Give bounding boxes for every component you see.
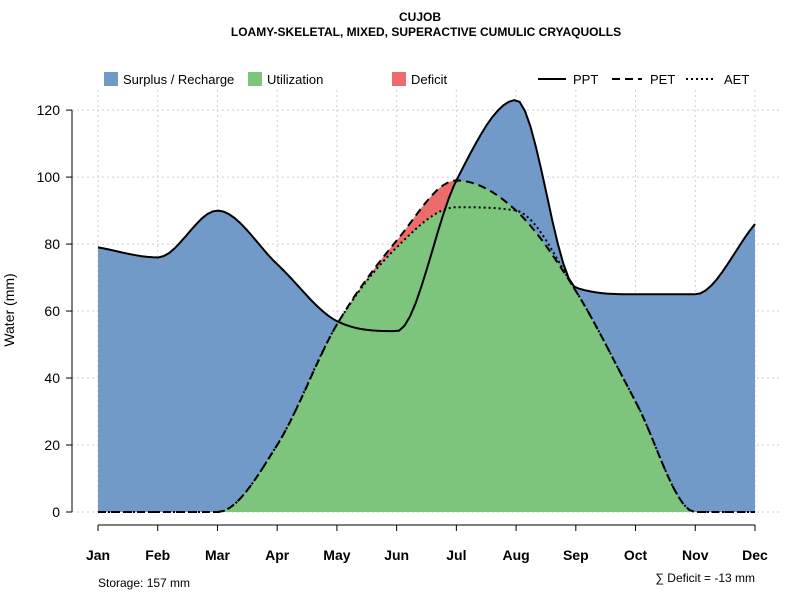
- legend-label-deficit: Deficit: [411, 72, 448, 87]
- storage-note: Storage: 157 mm: [98, 576, 190, 590]
- x-tick-label: Aug: [502, 547, 529, 563]
- axes: 0 20 40 60 80 100 120 Jan Feb Mar Apr May Jun Jul Aug S…: [37, 102, 768, 563]
- utilization-area: [98, 180, 755, 512]
- x-tick-label: Apr: [265, 547, 290, 563]
- area-layer: [98, 100, 755, 512]
- legend-label-utilization: Utilization: [267, 72, 323, 87]
- y-tick-label: 120: [37, 102, 61, 118]
- legend-swatch-deficit: [392, 72, 406, 86]
- line-layer: [97, 99, 756, 513]
- ppt-line: [97, 99, 756, 333]
- legend-swatch-surplus: [104, 72, 118, 86]
- y-axis-label: Water (mm): [1, 273, 17, 346]
- y-tick-label: 40: [44, 370, 60, 386]
- x-tick-label: Jun: [384, 547, 409, 563]
- legend-label-pet: PET: [650, 72, 675, 87]
- legend-label-surplus: Surplus / Recharge: [123, 72, 234, 87]
- x-tick-label: Jan: [86, 547, 110, 563]
- y-tick-label: 0: [52, 504, 60, 520]
- x-tick-label: Feb: [145, 547, 170, 563]
- y-tick-label: 100: [37, 169, 61, 185]
- legend-label-aet: AET: [724, 72, 749, 87]
- x-tick-label: Dec: [742, 547, 768, 563]
- x-tick-label: Jul: [446, 547, 466, 563]
- legend-swatch-utilization: [248, 72, 262, 86]
- chart-subtitle: LOAMY-SKELETAL, MIXED, SUPERACTIVE CUMUL…: [231, 25, 621, 39]
- pet-line: [98, 179, 755, 513]
- legend: Surplus / Recharge Utilization Deficit P…: [104, 72, 749, 87]
- chart-title: CUJOB: [399, 10, 441, 24]
- deficit-note: ∑ Deficit = -13 mm: [655, 571, 755, 585]
- y-tick-label: 20: [44, 437, 60, 453]
- y-tick-label: 80: [44, 236, 60, 252]
- x-tick-label: May: [323, 547, 350, 563]
- x-tick-label: Nov: [682, 547, 709, 563]
- x-tick-label: Sep: [563, 547, 589, 563]
- x-tick-label: Oct: [624, 547, 648, 563]
- x-tick-label: Mar: [205, 547, 230, 563]
- legend-label-ppt: PPT: [573, 72, 598, 87]
- y-tick-label: 60: [44, 303, 60, 319]
